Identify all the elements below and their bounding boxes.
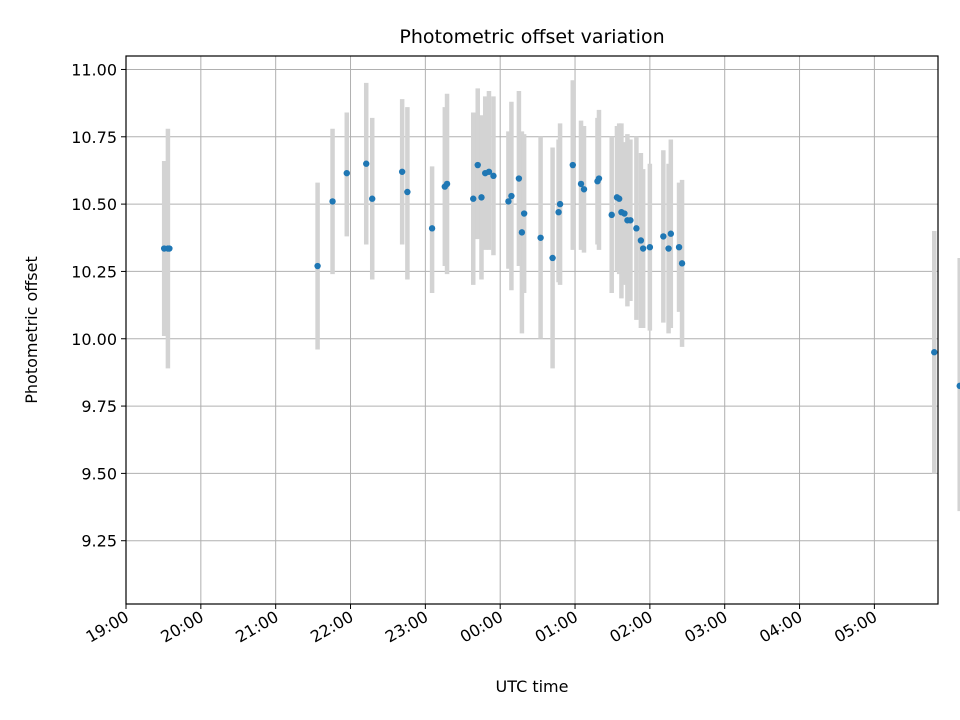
x-axis-label: UTC time [496,677,569,696]
data-point [639,245,647,252]
data-point [646,243,654,251]
data-point [470,195,477,202]
data-point [555,208,562,216]
y-tick-label: 9.50 [81,464,117,483]
y-tick-label: 9.75 [81,397,117,416]
data-point [675,243,683,251]
chart-title: Photometric offset variation [399,26,664,48]
data-point [580,186,588,193]
y-tick-label: 10.25 [71,262,117,281]
data-point [505,198,512,205]
data-point [615,195,623,202]
grid-lines [125,56,938,604]
data-point [474,161,481,169]
data-point [667,230,675,237]
data-point [478,194,485,201]
y-tick-label: 10.00 [71,330,117,349]
y-tick-label: 9.25 [81,532,117,551]
data-point [537,234,544,241]
data-point [428,225,436,232]
data-point [569,161,576,169]
data-point [515,175,523,182]
plot-frame [125,55,939,605]
data-point [485,168,493,175]
data-point [660,233,667,240]
data-point [369,195,376,202]
data-point [404,188,411,196]
data-point [329,198,336,205]
data-point [518,229,526,236]
y-tick-label: 10.50 [71,195,117,214]
y-axis-label: Photometric offset [22,256,41,404]
data-point [621,210,628,217]
data-point [608,211,615,219]
data-point [443,180,451,188]
data-point [490,172,497,180]
data-point [556,200,564,208]
data-point [520,210,528,217]
y-axis-ticks: 9.25 9.50 9.75 10.00 10.25 10.50 10.75 11.00 [71,60,126,551]
data-point [637,237,645,244]
y-tick-label: 11.00 [71,60,117,79]
data-point [665,245,672,252]
data-point [678,260,686,267]
data-point [931,349,938,356]
data-point [363,160,370,167]
data-point [343,169,350,177]
data-point [166,245,173,252]
data-point [577,180,585,188]
plot-area [126,56,938,604]
data-point [314,262,321,270]
data-point [633,225,640,232]
data-point [549,254,556,262]
data-point [595,175,603,182]
data-points [160,160,960,390]
data-point [398,168,406,175]
y-tick-label: 10.75 [71,128,117,147]
data-point [627,217,634,224]
data-point [956,382,960,390]
data-point [508,192,515,200]
